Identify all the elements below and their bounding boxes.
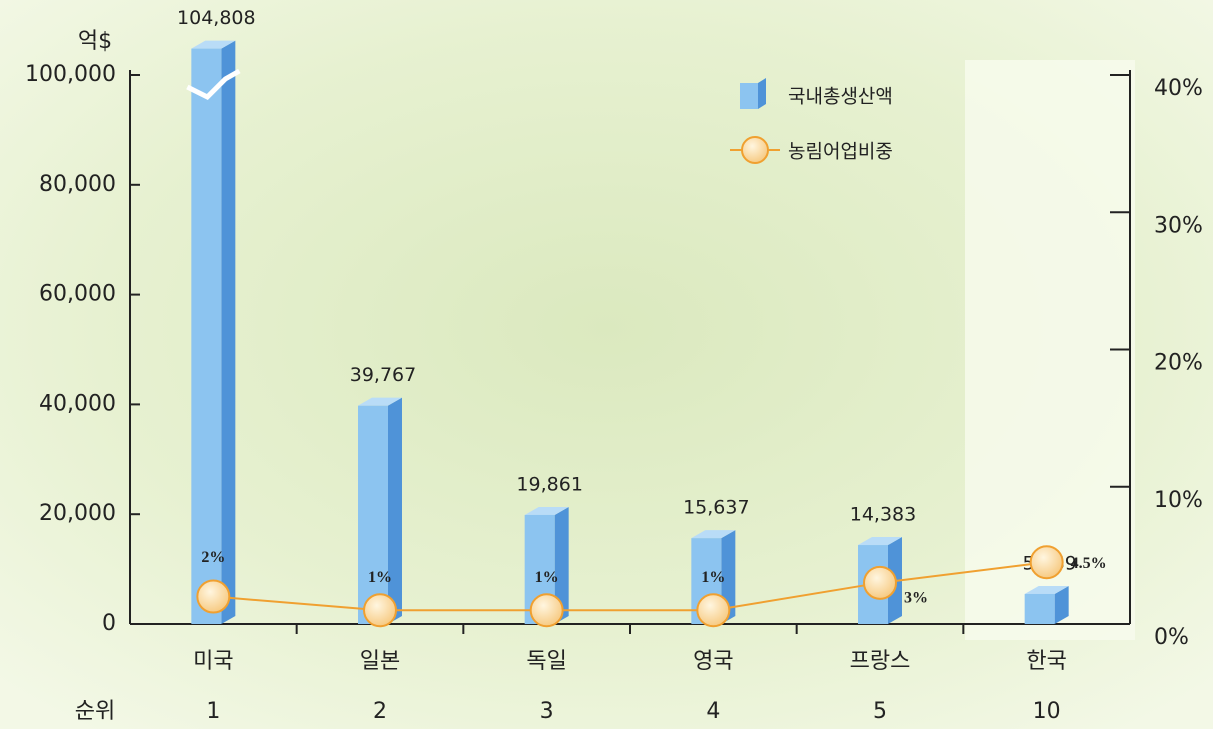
axis-break <box>186 68 241 101</box>
bar-top <box>858 537 902 546</box>
bar-value-label: 39,767 <box>350 364 416 386</box>
bar-top <box>358 397 402 406</box>
x-tick-label: 일본 <box>360 649 400 674</box>
legend-swatch <box>740 83 758 109</box>
line-value-label: 1% <box>535 569 559 586</box>
line-value-label: 1% <box>701 569 725 586</box>
bar <box>1024 593 1055 624</box>
y-tick-label: 20,000 <box>39 501 116 526</box>
x-tick-label: 독일 <box>526 649 566 674</box>
rank: 4 <box>706 699 720 724</box>
bar-top <box>191 40 236 49</box>
line-point <box>529 593 564 628</box>
rank: 3 <box>540 699 554 724</box>
x-tick-label: 미국 <box>193 649 233 674</box>
y-tick-label: 40,000 <box>39 391 116 416</box>
y-tick-label: 80,000 <box>39 172 116 197</box>
background-panel <box>965 60 1135 640</box>
line-value-label: 4.5% <box>1071 555 1107 572</box>
bar-side <box>388 397 402 624</box>
y-tick-label: 0 <box>102 611 116 636</box>
bar-top <box>524 506 569 515</box>
line-value-label: 2% <box>201 549 225 566</box>
legend-marker <box>741 136 769 164</box>
bar-value-label: 104,808 <box>177 7 256 29</box>
legend-label: 농림어업비중 <box>788 141 893 163</box>
bar-side <box>1054 585 1069 624</box>
line-point <box>696 593 731 628</box>
y-unit: 억$ <box>78 29 112 54</box>
rank: 2 <box>373 699 387 724</box>
x-tick-label: 한국 <box>1026 649 1066 674</box>
y-tick-label: 100,000 <box>25 62 116 87</box>
bar <box>191 48 222 625</box>
line-value-label: 3% <box>904 589 928 606</box>
bar-top <box>691 530 736 539</box>
line <box>213 561 1047 612</box>
bar-value-label: 14,383 <box>850 504 916 526</box>
line-point <box>863 565 897 600</box>
x-tick-label: 프랑스 <box>850 649 911 674</box>
bar <box>358 405 388 624</box>
legend-swatch-side <box>758 78 766 109</box>
y-tick-label: 60,000 <box>39 282 116 307</box>
y2-tick-label: 20% <box>1154 351 1203 376</box>
y2-tick-label: 40% <box>1154 76 1203 101</box>
line-point <box>1029 545 1064 580</box>
rank: 1 <box>206 699 220 724</box>
line-point <box>363 593 397 628</box>
bar-value-label: 19,861 <box>516 473 582 495</box>
rank: 10 <box>1033 699 1061 724</box>
line-value-label: 1% <box>368 569 392 586</box>
line-point <box>196 579 231 614</box>
x-tick-label: 영국 <box>693 649 733 674</box>
legend-label: 국내총생산액 <box>788 86 893 108</box>
bar-top <box>1024 585 1069 594</box>
bar-side <box>221 40 236 625</box>
rank: 5 <box>873 699 887 724</box>
rank-label: 순위 <box>75 699 115 724</box>
y2-tick-label: 30% <box>1154 213 1203 238</box>
y2-tick-label: 0% <box>1154 625 1189 650</box>
bar-side <box>554 506 569 624</box>
y2-tick-label: 10% <box>1154 488 1203 513</box>
bar-value-label: 15,637 <box>683 497 749 519</box>
